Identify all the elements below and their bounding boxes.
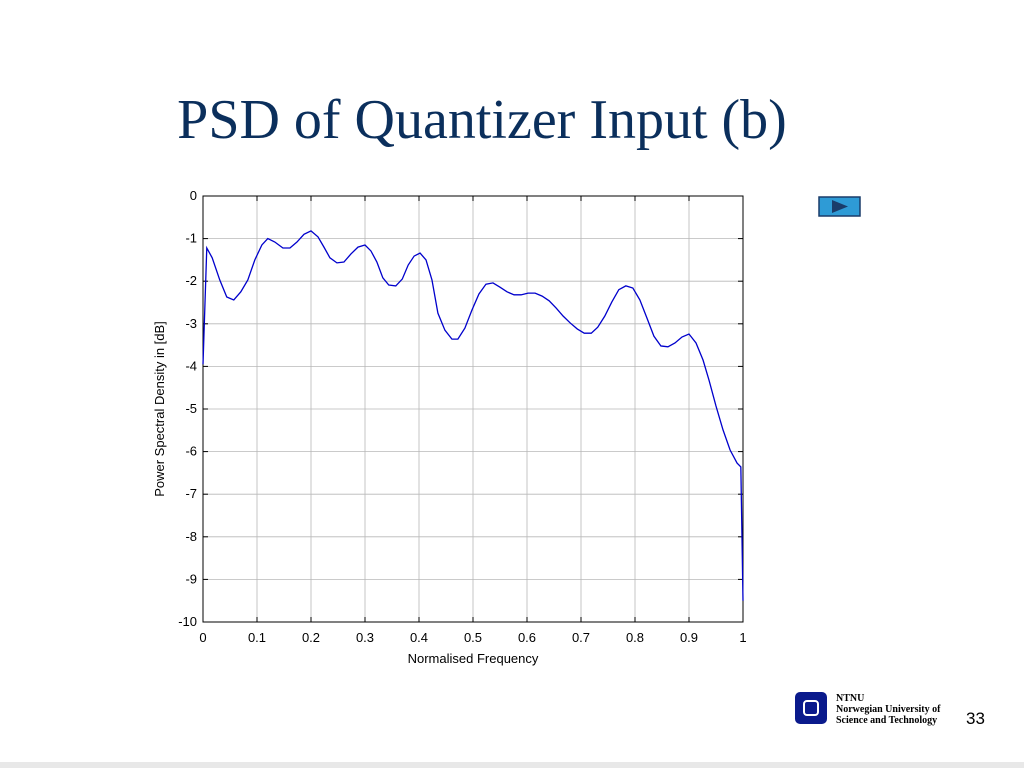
logo-line: Science and Technology bbox=[836, 715, 937, 726]
y-tick-label: -7 bbox=[185, 486, 197, 501]
x-axis-label: Normalised Frequency bbox=[408, 651, 539, 666]
x-tick-label: 0.6 bbox=[518, 630, 536, 645]
y-tick-label: -3 bbox=[185, 316, 197, 331]
x-tick-label: 0.2 bbox=[302, 630, 320, 645]
slide-title: PSD of Quantizer Input (b) bbox=[177, 89, 787, 151]
plot-frame bbox=[202, 195, 744, 623]
next-button[interactable] bbox=[818, 196, 861, 217]
logo-name: NTNU bbox=[836, 693, 864, 704]
y-tick-label: -10 bbox=[178, 614, 197, 629]
y-tick-label: -1 bbox=[185, 231, 197, 246]
y-tick-label: -9 bbox=[185, 571, 197, 586]
x-tick-label: 0.9 bbox=[680, 630, 698, 645]
y-tick-label: -6 bbox=[185, 444, 197, 459]
x-tick-label: 0.8 bbox=[626, 630, 644, 645]
x-tick-label: 0.7 bbox=[572, 630, 590, 645]
x-tick-label: 0.4 bbox=[410, 630, 428, 645]
y-axis-label: Power Spectral Density in [dB] bbox=[152, 321, 167, 497]
y-tick-label: -4 bbox=[185, 358, 197, 373]
logo-line: Norwegian University of bbox=[836, 704, 941, 715]
play-icon bbox=[832, 200, 848, 213]
x-tick-label: 1 bbox=[739, 630, 746, 645]
logo-mark bbox=[803, 700, 819, 716]
page-number: 33 bbox=[966, 709, 985, 728]
footer-bar bbox=[0, 762, 1024, 768]
y-tick-label: -5 bbox=[185, 401, 197, 416]
x-tick-label: 0 bbox=[199, 630, 206, 645]
data-line bbox=[202, 230, 744, 601]
y-tick-label: -2 bbox=[185, 273, 197, 288]
y-tick-label: -8 bbox=[185, 529, 197, 544]
x-tick-label: 0.5 bbox=[464, 630, 482, 645]
x-tick-label: 0.1 bbox=[248, 630, 266, 645]
logo-badge bbox=[795, 692, 827, 724]
y-tick-label: 0 bbox=[190, 188, 197, 203]
x-tick-label: 0.3 bbox=[356, 630, 374, 645]
